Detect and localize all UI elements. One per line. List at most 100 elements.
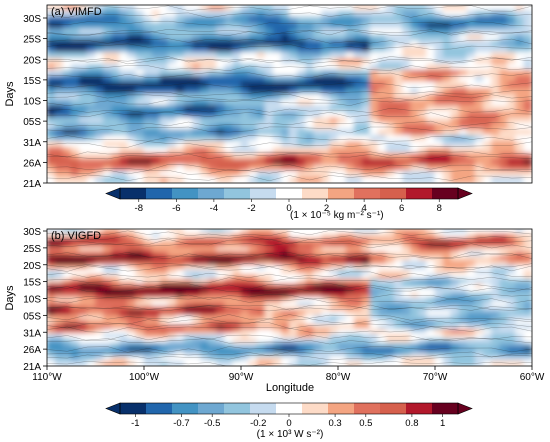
heatmap-b-cell: [515, 342, 525, 349]
heatmap-b-cell: [377, 324, 387, 330]
heatmap-a-cell: [47, 135, 56, 142]
heatmap-a-cell: [272, 117, 282, 125]
heatmap-a-cell: [442, 117, 452, 125]
heatmap-b-cell: [151, 278, 161, 285]
heatmap-a-cell: [329, 63, 339, 71]
heatmap-a-cell: [272, 164, 282, 172]
heatmap-a-cell: [474, 81, 484, 89]
heatmap-a-cell: [111, 176, 121, 183]
heatmap-b-cell: [200, 237, 210, 244]
heatmap-b-contour: [47, 346, 532, 353]
heatmap-a-cell: [321, 10, 331, 18]
heatmap-a-cell: [167, 22, 177, 30]
heatmap-b-cell: [377, 287, 387, 294]
heatmap-a-cell: [54, 158, 64, 166]
heatmap-b-cell: [410, 360, 420, 366]
heatmap-a-cell: [402, 69, 412, 77]
heatmap-b-cell: [224, 260, 234, 267]
heatmap-a-cell: [289, 152, 299, 160]
heatmap-b-cell: [272, 265, 282, 271]
heatmap-a-cell: [175, 40, 185, 48]
heatmap-a-cell: [491, 129, 501, 137]
heatmap-b-cell: [466, 292, 476, 298]
heatmap-a-cell: [86, 10, 96, 18]
heatmap-b-cell: [402, 233, 412, 239]
heatmap-b-cell: [167, 251, 177, 257]
heatmap-a-cell: [305, 46, 315, 53]
heatmap-a-cell: [183, 135, 193, 142]
heatmap-a-cell: [369, 81, 379, 89]
plot-frame-b: [46, 228, 533, 367]
heatmap-a-cell: [119, 34, 129, 42]
heatmap-a-cell: [175, 111, 185, 119]
heatmap-b-cell: [329, 328, 339, 335]
heatmap-b-cell: [127, 351, 137, 358]
heatmap-a-cell: [192, 40, 202, 48]
heatmap-b-cell: [377, 283, 387, 289]
heatmap-a-cell: [103, 117, 113, 125]
heatmap-b-cell: [256, 246, 266, 253]
heatmap-a-cell: [224, 99, 234, 107]
heatmap-a-cell: [280, 99, 290, 107]
heatmap-a-cell: [313, 87, 323, 95]
heatmap-a-contour: [47, 38, 532, 45]
heatmap-b-cell: [95, 351, 105, 358]
heatmap-a-cell: [175, 16, 185, 24]
heatmap-b-cell: [151, 265, 161, 271]
heatmap-b-cell: [208, 328, 218, 335]
heatmap-b-cell: [78, 333, 88, 340]
heatmap-b-cell: [523, 310, 532, 317]
heatmap-b-cell: [410, 283, 420, 289]
heatmap-b-contour: [47, 242, 532, 249]
heatmap-a-cell: [70, 152, 80, 160]
heatmap-b-cell: [345, 347, 355, 353]
heatmap-a-contour: [47, 43, 532, 50]
heatmap-a-cell: [483, 105, 493, 113]
heatmap-a-cell: [86, 5, 96, 12]
heatmap-b-cell: [192, 342, 202, 349]
heatmap-a-cell: [491, 57, 501, 65]
heatmap-b-cell: [466, 338, 476, 344]
heatmap-b-cell: [402, 324, 412, 330]
heatmap-b-cell: [426, 356, 436, 362]
heatmap-b-cell: [143, 306, 153, 312]
heatmap-a-cell: [135, 123, 145, 131]
heatmap-a-cell: [70, 87, 80, 95]
heatmap-a-cell: [523, 10, 532, 18]
heatmap-a-cell: [232, 40, 242, 48]
heatmap-a-cell: [216, 75, 226, 83]
heatmap-b-cell: [111, 233, 121, 239]
heatmap-a-cell: [289, 10, 299, 18]
heatmap-b-cell: [200, 269, 210, 276]
heatmap-a-cell: [224, 170, 234, 178]
heatmap-a-cell: [127, 57, 137, 65]
heatmap-b-cell: [474, 319, 484, 326]
heatmap-b-cell: [329, 301, 339, 308]
heatmap-a-cell: [151, 40, 161, 48]
heatmap-b-cell: [200, 351, 210, 358]
heatmap-a-cell: [337, 129, 347, 137]
heatmap-b-cell: [410, 292, 420, 298]
heatmap-a-cell: [369, 152, 379, 160]
heatmap-b-cell: [272, 342, 282, 349]
heatmap-a-cell: [159, 93, 169, 101]
heatmap-b-cell: [361, 306, 371, 312]
heatmap-b-cell: [369, 342, 379, 349]
heatmap-a-cell: [337, 28, 347, 36]
heatmap-b-cell: [111, 297, 121, 303]
heatmap-b-cell: [402, 265, 412, 271]
heatmap-a-contour: [47, 120, 532, 128]
heatmap-b-cell: [442, 251, 452, 257]
heatmap-a-cell: [200, 34, 210, 42]
heatmap-b-cell: [394, 229, 404, 235]
heatmap-a-cell: [450, 22, 460, 30]
heatmap-b-cell: [394, 351, 404, 358]
heatmap-a-cell: [474, 28, 484, 36]
heatmap-b-cell: [135, 297, 145, 303]
heatmap-a-cell: [135, 135, 145, 142]
heatmap-a-cell: [458, 135, 468, 142]
heatmap-a-cell: [289, 40, 299, 48]
heatmap-a-cell: [175, 81, 185, 89]
heatmap-a-cell: [111, 75, 121, 83]
